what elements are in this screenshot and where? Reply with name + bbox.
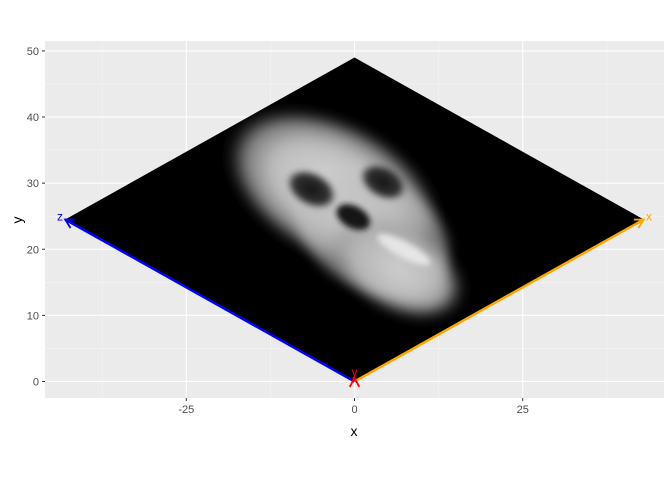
axis-3d-x-arrowhead xyxy=(633,218,646,229)
axis-3d-z-line xyxy=(64,218,356,383)
axes-3d: x z y xyxy=(57,210,652,388)
x-tick-label: -25 xyxy=(178,404,194,416)
y-tick-label: 30 xyxy=(27,178,39,190)
x-tick-label: 25 xyxy=(517,404,529,416)
skull-nasal-cavity xyxy=(336,204,370,230)
axis-3d-y-label: y xyxy=(352,365,358,379)
x-ticks: -25 0 25 xyxy=(178,398,529,416)
axis-3d-y-arrowhead xyxy=(348,376,361,388)
axis-3d-z-label: z xyxy=(57,210,63,224)
x-axis-title: x xyxy=(351,423,358,439)
axis-3d-z-arrowhead xyxy=(63,218,76,229)
x-tick-label: 0 xyxy=(351,404,357,416)
skull-eye-socket-left xyxy=(285,168,338,210)
y-tick-label: 10 xyxy=(27,310,39,322)
axis-3d-x-line xyxy=(353,218,645,383)
y-tick-label: 0 xyxy=(33,376,39,388)
skull-image xyxy=(222,106,469,323)
y-ticks: 0 10 20 30 40 50 xyxy=(27,46,45,388)
skull-teeth xyxy=(377,233,431,266)
y-axis-title: y xyxy=(9,217,25,224)
axis-3d-x-label: x xyxy=(646,210,652,224)
y-tick-label: 20 xyxy=(27,244,39,256)
y-tick-label: 50 xyxy=(27,46,39,58)
skull-eye-socket-right xyxy=(358,162,408,202)
y-tick-label: 40 xyxy=(27,112,39,124)
